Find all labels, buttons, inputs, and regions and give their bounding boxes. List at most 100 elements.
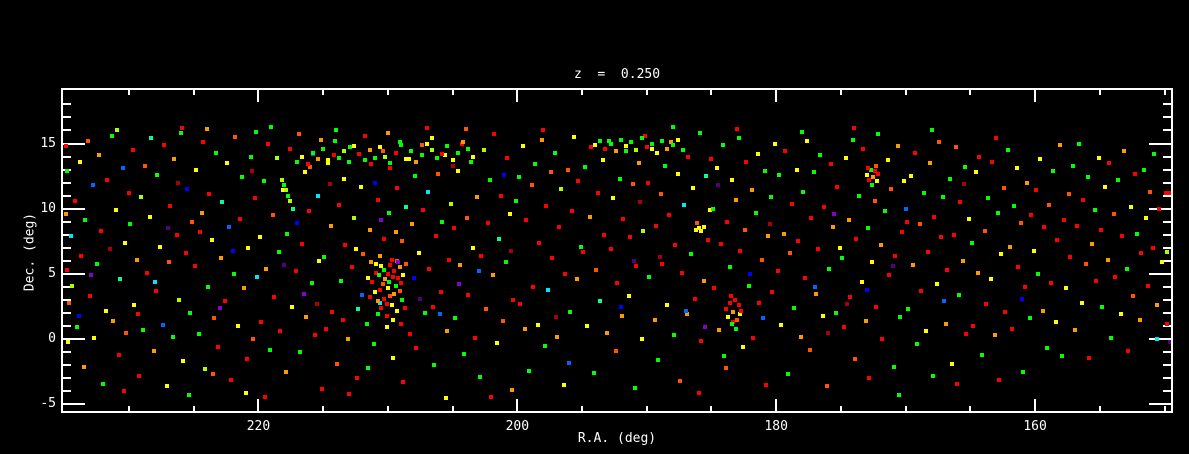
y-tick [63, 233, 71, 236]
data-point [385, 286, 390, 291]
data-point [388, 294, 393, 299]
data-point [186, 393, 191, 398]
data-point [213, 150, 218, 155]
data-point [379, 305, 384, 310]
data-point [1144, 215, 1149, 220]
data-point [335, 362, 340, 367]
y-tick [1163, 181, 1171, 184]
data-point [336, 155, 341, 160]
data-point [801, 189, 806, 194]
data-point [481, 148, 486, 153]
data-point [737, 248, 742, 253]
x-tick [969, 90, 972, 95]
data-point [375, 312, 380, 317]
data-point [388, 262, 393, 267]
data-point [807, 347, 812, 352]
data-point [868, 167, 873, 172]
data-point [63, 211, 68, 216]
data-point [945, 268, 950, 273]
data-point [369, 260, 374, 265]
y-tick [1163, 155, 1171, 158]
data-point [331, 153, 336, 158]
data-point [725, 219, 730, 224]
data-point [1090, 241, 1095, 246]
data-point [520, 144, 525, 149]
data-point [845, 302, 850, 306]
data-point [748, 271, 753, 276]
data-point [388, 161, 393, 166]
data-point [942, 299, 947, 304]
data-point [229, 377, 234, 382]
data-point [432, 363, 437, 368]
data-point [1092, 208, 1097, 213]
data-point [1115, 178, 1120, 183]
data-point [1003, 309, 1008, 314]
data-point [695, 221, 700, 226]
data-point [853, 356, 858, 361]
data-point [211, 372, 216, 377]
data-point [378, 253, 383, 258]
x-tick [839, 406, 842, 411]
data-point [859, 279, 864, 284]
data-point [394, 308, 399, 313]
data-point [924, 329, 929, 334]
data-point [497, 236, 502, 241]
data-point [603, 146, 608, 151]
data-point [92, 335, 97, 340]
data-point [837, 245, 842, 250]
data-point [64, 168, 69, 173]
data-point [675, 171, 680, 176]
data-point [722, 354, 727, 359]
data-point [796, 239, 801, 244]
data-point [867, 178, 872, 183]
data-point [392, 269, 397, 274]
data-point [943, 321, 948, 326]
x-tick-label: 180 [764, 419, 788, 434]
data-point [756, 151, 761, 156]
data-point [847, 295, 852, 300]
data-point [372, 155, 377, 160]
data-point [893, 253, 898, 258]
data-point [696, 390, 701, 395]
data-point [249, 168, 254, 173]
data-point [723, 307, 728, 312]
data-point [890, 264, 895, 269]
data-point [406, 157, 411, 162]
data-point [744, 159, 749, 164]
data-point [552, 150, 557, 155]
data-point [120, 166, 125, 171]
data-point [1165, 249, 1170, 254]
data-point [423, 311, 428, 316]
y-tick [1149, 338, 1171, 341]
y-tick [63, 403, 85, 406]
data-point [958, 200, 962, 205]
data-point [911, 262, 916, 267]
data-point [75, 325, 80, 330]
data-point [426, 189, 431, 194]
data-point [389, 257, 394, 262]
data-point [485, 221, 490, 226]
data-point [396, 275, 401, 280]
data-point [176, 180, 181, 185]
data-point [592, 142, 597, 147]
data-point [805, 138, 810, 143]
data-point [899, 230, 904, 235]
data-point [721, 142, 726, 147]
data-point [671, 333, 676, 338]
data-point [802, 275, 807, 280]
data-point [382, 268, 386, 273]
data-point [212, 316, 217, 321]
x-tick [386, 90, 389, 95]
data-point [488, 178, 493, 183]
data-point [840, 256, 845, 261]
x-tick [192, 90, 195, 95]
data-point [384, 325, 389, 330]
data-point [380, 282, 385, 287]
data-point [824, 384, 829, 389]
data-point [413, 174, 418, 179]
data-point [666, 213, 671, 218]
y-tick [1163, 286, 1171, 289]
data-point [917, 222, 922, 227]
y-tick [1163, 220, 1171, 223]
data-point [1128, 205, 1133, 210]
